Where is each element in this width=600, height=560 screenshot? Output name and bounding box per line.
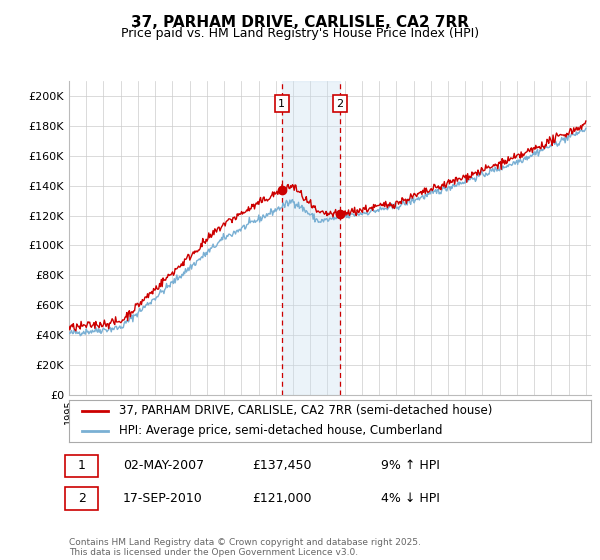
Text: 37, PARHAM DRIVE, CARLISLE, CA2 7RR (semi-detached house): 37, PARHAM DRIVE, CARLISLE, CA2 7RR (sem…	[119, 404, 492, 417]
Text: 02-MAY-2007: 02-MAY-2007	[123, 459, 204, 473]
Text: 2: 2	[336, 99, 343, 109]
Text: 37, PARHAM DRIVE, CARLISLE, CA2 7RR: 37, PARHAM DRIVE, CARLISLE, CA2 7RR	[131, 15, 469, 30]
Text: 9% ↑ HPI: 9% ↑ HPI	[381, 459, 440, 473]
Text: £137,450: £137,450	[252, 459, 311, 473]
Text: 4% ↓ HPI: 4% ↓ HPI	[381, 492, 440, 505]
Text: 1: 1	[77, 459, 86, 473]
Text: 1: 1	[278, 99, 285, 109]
Bar	[282, 81, 340, 395]
Text: Price paid vs. HM Land Registry's House Price Index (HPI): Price paid vs. HM Land Registry's House …	[121, 27, 479, 40]
Text: 17-SEP-2010: 17-SEP-2010	[123, 492, 203, 505]
Text: £121,000: £121,000	[252, 492, 311, 505]
Text: Contains HM Land Registry data © Crown copyright and database right 2025.
This d: Contains HM Land Registry data © Crown c…	[69, 538, 421, 557]
Text: HPI: Average price, semi-detached house, Cumberland: HPI: Average price, semi-detached house,…	[119, 424, 442, 437]
Text: 2: 2	[77, 492, 86, 505]
